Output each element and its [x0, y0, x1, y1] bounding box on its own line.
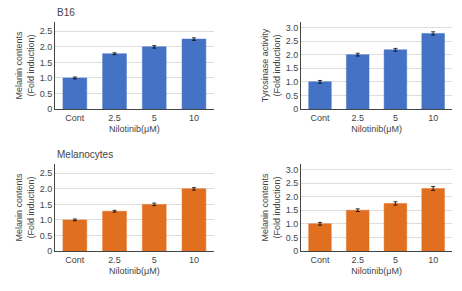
svg-text:1.0: 1.0 [40, 73, 53, 83]
svg-text:1.0: 1.0 [40, 215, 53, 225]
svg-text:Nilotinib(μM): Nilotinib(μM) [109, 124, 160, 134]
svg-text:Melanin contents(Fold inductio: Melanin contents(Fold induction) [14, 173, 36, 242]
svg-text:2.5: 2.5 [108, 113, 121, 123]
svg-text:Nilotinib(μM): Nilotinib(μM) [351, 266, 402, 276]
svg-text:2.0: 2.0 [40, 42, 53, 52]
svg-text:0.5: 0.5 [286, 233, 299, 243]
svg-text:0: 0 [293, 246, 298, 256]
svg-text:1.5: 1.5 [286, 63, 299, 73]
svg-text:2.5: 2.5 [286, 178, 299, 188]
svg-text:0: 0 [47, 104, 52, 114]
svg-text:5: 5 [393, 113, 398, 123]
svg-text:2.5: 2.5 [40, 26, 53, 36]
svg-text:1.0: 1.0 [286, 219, 299, 229]
svg-text:0.5: 0.5 [286, 91, 299, 101]
svg-text:1.0: 1.0 [286, 77, 299, 87]
svg-text:2.5: 2.5 [108, 255, 121, 265]
svg-text:1.5: 1.5 [40, 200, 53, 210]
svg-text:10: 10 [428, 113, 438, 123]
svg-text:10: 10 [189, 113, 199, 123]
svg-text:2.5: 2.5 [351, 255, 364, 265]
svg-text:B16: B16 [57, 7, 75, 18]
svg-text:2.0: 2.0 [40, 184, 53, 194]
svg-text:Nilotinib(μM): Nilotinib(μM) [109, 266, 160, 276]
svg-text:10: 10 [428, 255, 438, 265]
svg-text:2.0: 2.0 [286, 192, 299, 202]
svg-text:5: 5 [393, 255, 398, 265]
svg-text:2.0: 2.0 [286, 50, 299, 60]
svg-text:Nilotinib(μM): Nilotinib(μM) [351, 124, 402, 134]
svg-text:0.5: 0.5 [40, 231, 53, 241]
svg-text:Melanin contents(Fold inductio: Melanin contents(Fold induction) [260, 173, 282, 242]
svg-text:2.5: 2.5 [351, 113, 364, 123]
svg-text:Cont: Cont [65, 113, 85, 123]
svg-text:5: 5 [152, 113, 157, 123]
svg-text:Melanin contents(Fold inductio: Melanin contents(Fold induction) [14, 31, 36, 100]
svg-text:1.5: 1.5 [286, 205, 299, 215]
svg-text:0.5: 0.5 [40, 89, 53, 99]
svg-text:3.0: 3.0 [286, 23, 299, 33]
svg-text:5: 5 [152, 255, 157, 265]
svg-text:2.5: 2.5 [286, 36, 299, 46]
svg-text:Melanocytes: Melanocytes [57, 149, 113, 160]
svg-text:2.5: 2.5 [40, 168, 53, 178]
svg-text:0: 0 [47, 246, 52, 256]
svg-text:Cont: Cont [310, 255, 330, 265]
svg-text:Cont: Cont [310, 113, 330, 123]
svg-text:0: 0 [293, 104, 298, 114]
svg-text:Cont: Cont [65, 255, 85, 265]
svg-text:1.5: 1.5 [40, 58, 53, 68]
svg-text:3.0: 3.0 [286, 165, 299, 175]
svg-text:Tyrosinase activity(Fold induc: Tyrosinase activity(Fold induction) [260, 28, 282, 102]
svg-text:10: 10 [189, 255, 199, 265]
